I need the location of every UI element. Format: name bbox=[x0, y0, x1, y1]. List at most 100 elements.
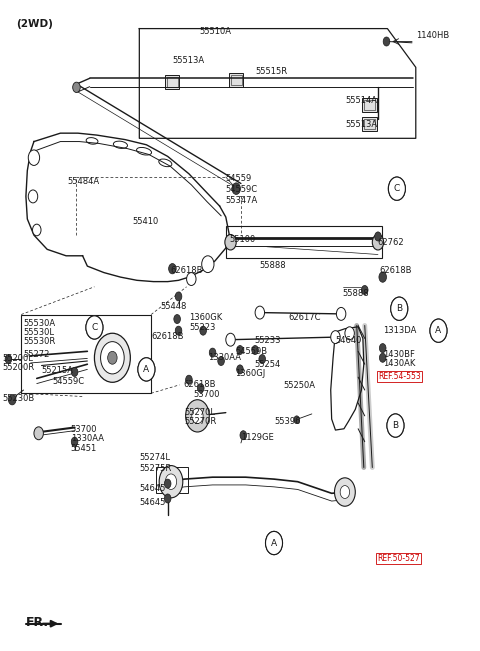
Text: B: B bbox=[396, 304, 402, 313]
Text: 55230B: 55230B bbox=[2, 394, 35, 403]
Circle shape bbox=[186, 400, 209, 432]
Text: 55250A: 55250A bbox=[284, 381, 315, 390]
Text: 55215A: 55215A bbox=[41, 365, 73, 374]
Text: 1330AA: 1330AA bbox=[208, 353, 241, 361]
Text: 54559C: 54559C bbox=[52, 377, 84, 386]
Circle shape bbox=[430, 319, 447, 342]
Circle shape bbox=[259, 355, 265, 363]
Text: 1330AA: 1330AA bbox=[71, 434, 104, 443]
Circle shape bbox=[265, 531, 283, 555]
Bar bbox=[362, 117, 377, 132]
Text: 62617C: 62617C bbox=[288, 312, 321, 322]
Circle shape bbox=[225, 234, 236, 250]
Circle shape bbox=[372, 234, 384, 250]
Text: 55200L: 55200L bbox=[2, 354, 33, 363]
Bar bbox=[167, 77, 178, 87]
Circle shape bbox=[387, 414, 404, 437]
Circle shape bbox=[192, 408, 203, 424]
Text: 55274L: 55274L bbox=[139, 453, 170, 462]
Bar bbox=[229, 73, 243, 87]
Circle shape bbox=[237, 346, 243, 355]
Circle shape bbox=[34, 427, 43, 439]
Text: 54559: 54559 bbox=[226, 174, 252, 183]
Text: C: C bbox=[394, 184, 400, 193]
Text: 1140HB: 1140HB bbox=[416, 31, 449, 40]
Text: A: A bbox=[435, 326, 442, 335]
Bar bbox=[362, 98, 377, 112]
Text: 62618B: 62618B bbox=[379, 266, 412, 275]
Text: A: A bbox=[144, 365, 149, 374]
Text: 55451: 55451 bbox=[71, 444, 97, 453]
Circle shape bbox=[101, 342, 124, 374]
Text: C: C bbox=[91, 323, 97, 332]
Circle shape bbox=[383, 37, 390, 46]
Circle shape bbox=[379, 344, 386, 353]
Circle shape bbox=[379, 353, 386, 363]
Text: FR.: FR. bbox=[26, 616, 49, 629]
Circle shape bbox=[174, 314, 180, 324]
Text: 55484A: 55484A bbox=[67, 177, 99, 186]
Text: REF.50-527: REF.50-527 bbox=[377, 554, 420, 563]
Text: A: A bbox=[271, 538, 277, 547]
Circle shape bbox=[255, 306, 264, 319]
Text: 54645: 54645 bbox=[139, 484, 166, 493]
Circle shape bbox=[331, 331, 340, 344]
Text: 62618B: 62618B bbox=[183, 380, 216, 389]
Circle shape bbox=[388, 177, 406, 201]
Text: 55200R: 55200R bbox=[2, 363, 35, 372]
Circle shape bbox=[28, 190, 38, 203]
Circle shape bbox=[159, 465, 183, 498]
Circle shape bbox=[340, 486, 349, 499]
Text: 1313DA: 1313DA bbox=[383, 326, 416, 335]
Text: 55888: 55888 bbox=[343, 289, 369, 298]
Ellipse shape bbox=[86, 137, 98, 144]
Text: 53700: 53700 bbox=[193, 390, 220, 399]
Circle shape bbox=[5, 355, 12, 363]
Text: 55515R: 55515R bbox=[255, 67, 287, 76]
Circle shape bbox=[232, 183, 240, 195]
Circle shape bbox=[71, 367, 78, 376]
Circle shape bbox=[237, 365, 243, 374]
Circle shape bbox=[252, 346, 258, 355]
Bar bbox=[226, 226, 382, 258]
Text: 55513A: 55513A bbox=[172, 56, 204, 64]
Text: C: C bbox=[394, 184, 400, 193]
Text: A: A bbox=[271, 538, 277, 547]
Text: 55233: 55233 bbox=[254, 336, 281, 345]
Circle shape bbox=[240, 431, 247, 439]
Circle shape bbox=[168, 264, 176, 274]
Text: REF.54-553: REF.54-553 bbox=[378, 372, 421, 381]
Text: 1430BF: 1430BF bbox=[383, 350, 415, 359]
Text: 55530R: 55530R bbox=[24, 337, 56, 346]
Circle shape bbox=[187, 273, 196, 286]
Ellipse shape bbox=[136, 147, 152, 155]
Circle shape bbox=[165, 474, 177, 490]
Circle shape bbox=[164, 479, 171, 488]
Text: 55347A: 55347A bbox=[226, 197, 258, 206]
Circle shape bbox=[345, 327, 354, 340]
Circle shape bbox=[164, 494, 171, 503]
Circle shape bbox=[197, 383, 204, 393]
Text: 1360GK: 1360GK bbox=[189, 312, 222, 322]
Text: 55223: 55223 bbox=[189, 323, 216, 332]
Text: 54559B: 54559B bbox=[235, 348, 267, 357]
Circle shape bbox=[71, 437, 78, 446]
Circle shape bbox=[9, 395, 16, 405]
Circle shape bbox=[86, 316, 103, 339]
Text: 55100: 55100 bbox=[229, 235, 255, 244]
Circle shape bbox=[95, 333, 131, 382]
Text: B: B bbox=[393, 421, 398, 430]
Text: 55275R: 55275R bbox=[139, 464, 171, 473]
Text: 55270L: 55270L bbox=[184, 408, 215, 417]
Text: 54645: 54645 bbox=[139, 499, 166, 508]
Text: 55888: 55888 bbox=[260, 261, 287, 270]
Text: 55513A: 55513A bbox=[345, 120, 377, 130]
Text: (2WD): (2WD) bbox=[16, 19, 53, 29]
Text: 55410: 55410 bbox=[132, 217, 158, 226]
Circle shape bbox=[294, 416, 300, 424]
Text: 55448: 55448 bbox=[161, 302, 187, 311]
Circle shape bbox=[387, 414, 404, 437]
Circle shape bbox=[361, 286, 368, 294]
Text: 55510A: 55510A bbox=[199, 27, 231, 36]
Text: 55270R: 55270R bbox=[184, 417, 216, 426]
